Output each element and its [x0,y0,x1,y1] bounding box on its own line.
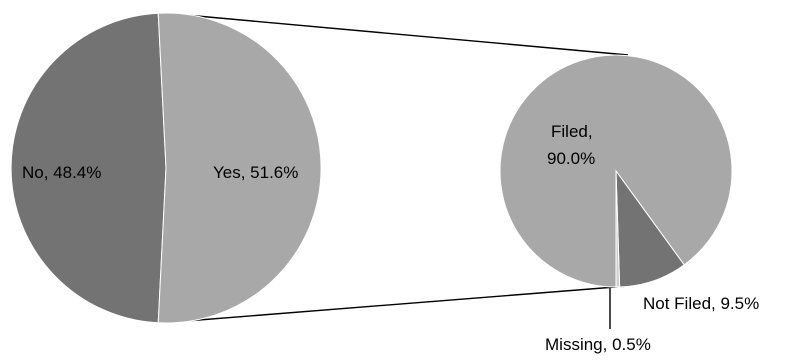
main-pie [10,12,322,324]
main-pie-slice-no [10,12,167,324]
connector-lines [185,14,629,329]
data-label-yes: Yes, 51.6% [213,163,298,182]
data-label-filed-line2: 90.0% [547,149,595,168]
secondary-pie-slice-missing [615,170,621,288]
data-label-not-filed: Not Filed, 9.5% [643,294,759,313]
main-pie-slice-yes [157,12,322,324]
data-labels: No, 48.4% Yes, 51.6% Filed, 90.0% Not Fi… [22,122,759,354]
secondary-pie [499,54,733,288]
data-label-no: No, 48.4% [22,163,101,182]
connector-line-top [185,14,629,56]
data-label-filed-line1: Filed, [551,122,593,141]
data-label-missing: Missing, 0.5% [545,335,651,354]
connector-line-bottom [185,285,629,322]
